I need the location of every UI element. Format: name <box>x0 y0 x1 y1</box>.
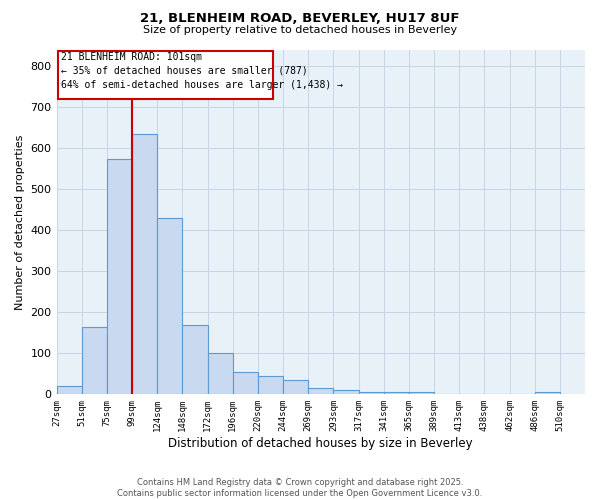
Bar <box>383 392 409 394</box>
Bar <box>132 134 157 394</box>
Bar <box>409 392 434 394</box>
Bar <box>535 392 560 394</box>
Text: 21, BLENHEIM ROAD, BEVERLEY, HU17 8UF: 21, BLENHEIM ROAD, BEVERLEY, HU17 8UF <box>140 12 460 26</box>
Bar <box>82 326 107 394</box>
X-axis label: Distribution of detached houses by size in Beverley: Distribution of detached houses by size … <box>169 437 473 450</box>
Bar <box>334 390 359 394</box>
Y-axis label: Number of detached properties: Number of detached properties <box>15 134 25 310</box>
Bar <box>107 158 132 394</box>
Bar <box>157 218 182 394</box>
FancyBboxPatch shape <box>58 51 272 99</box>
Bar <box>283 380 308 394</box>
Text: Size of property relative to detached houses in Beverley: Size of property relative to detached ho… <box>143 25 457 35</box>
Bar <box>233 372 258 394</box>
Bar <box>208 354 233 395</box>
Text: 21 BLENHEIM ROAD: 101sqm
← 35% of detached houses are smaller (787)
64% of semi-: 21 BLENHEIM ROAD: 101sqm ← 35% of detach… <box>61 52 343 90</box>
Text: Contains HM Land Registry data © Crown copyright and database right 2025.
Contai: Contains HM Land Registry data © Crown c… <box>118 478 482 498</box>
Bar <box>308 388 334 394</box>
Bar <box>359 392 383 394</box>
Bar <box>258 376 283 394</box>
Bar <box>182 324 208 394</box>
Bar <box>56 386 82 394</box>
